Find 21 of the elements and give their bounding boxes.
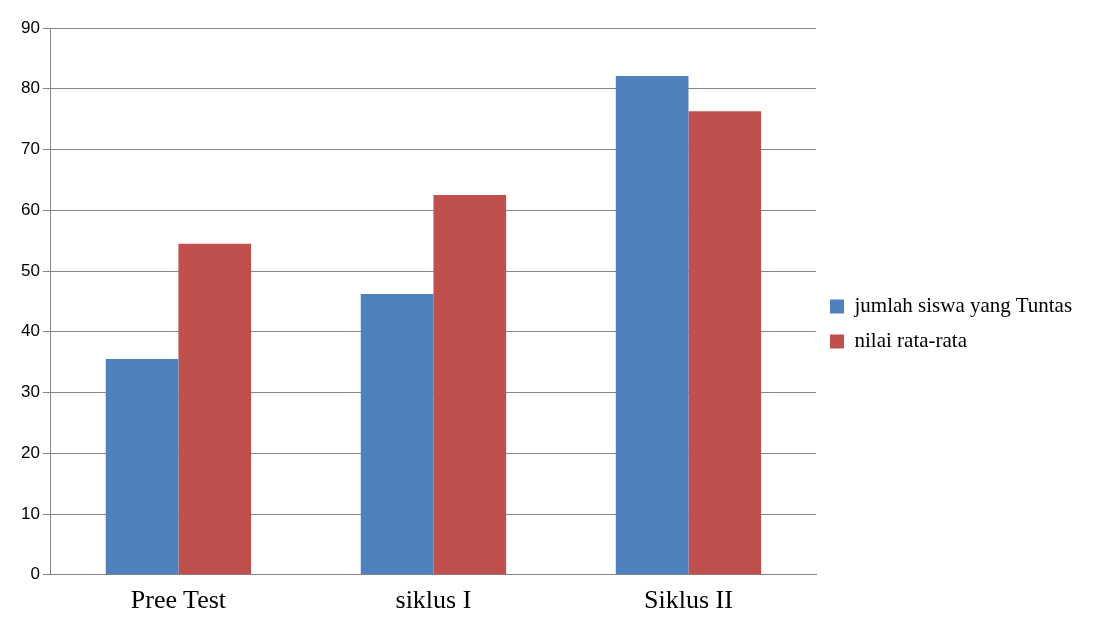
bar: [688, 111, 762, 575]
y-tick-label: 50: [20, 260, 40, 280]
x-tick-label: siklus I: [395, 585, 472, 615]
y-tick-label: 80: [20, 78, 40, 98]
y-tick-label: 0: [30, 564, 40, 584]
y-tick-label: 40: [20, 321, 40, 341]
y-tick-label: 30: [20, 382, 40, 402]
bar: [178, 243, 252, 575]
y-tick-label: 20: [20, 442, 40, 462]
bar: [615, 76, 689, 575]
y-tick-label: 60: [20, 199, 40, 219]
y-tick-label: 10: [20, 503, 40, 523]
x-tick-label: Siklus II: [644, 585, 733, 615]
bar: [433, 195, 507, 575]
legend-label: jumlah siswa yang Tuntas: [853, 293, 1073, 318]
bar: [105, 359, 179, 575]
y-tick-label: 90: [20, 17, 40, 37]
legend-label: nilai rata-rata: [854, 328, 968, 353]
x-tick-label: Pree Test: [130, 585, 227, 615]
y-tick-label: 70: [20, 139, 40, 159]
bar: [360, 294, 434, 575]
